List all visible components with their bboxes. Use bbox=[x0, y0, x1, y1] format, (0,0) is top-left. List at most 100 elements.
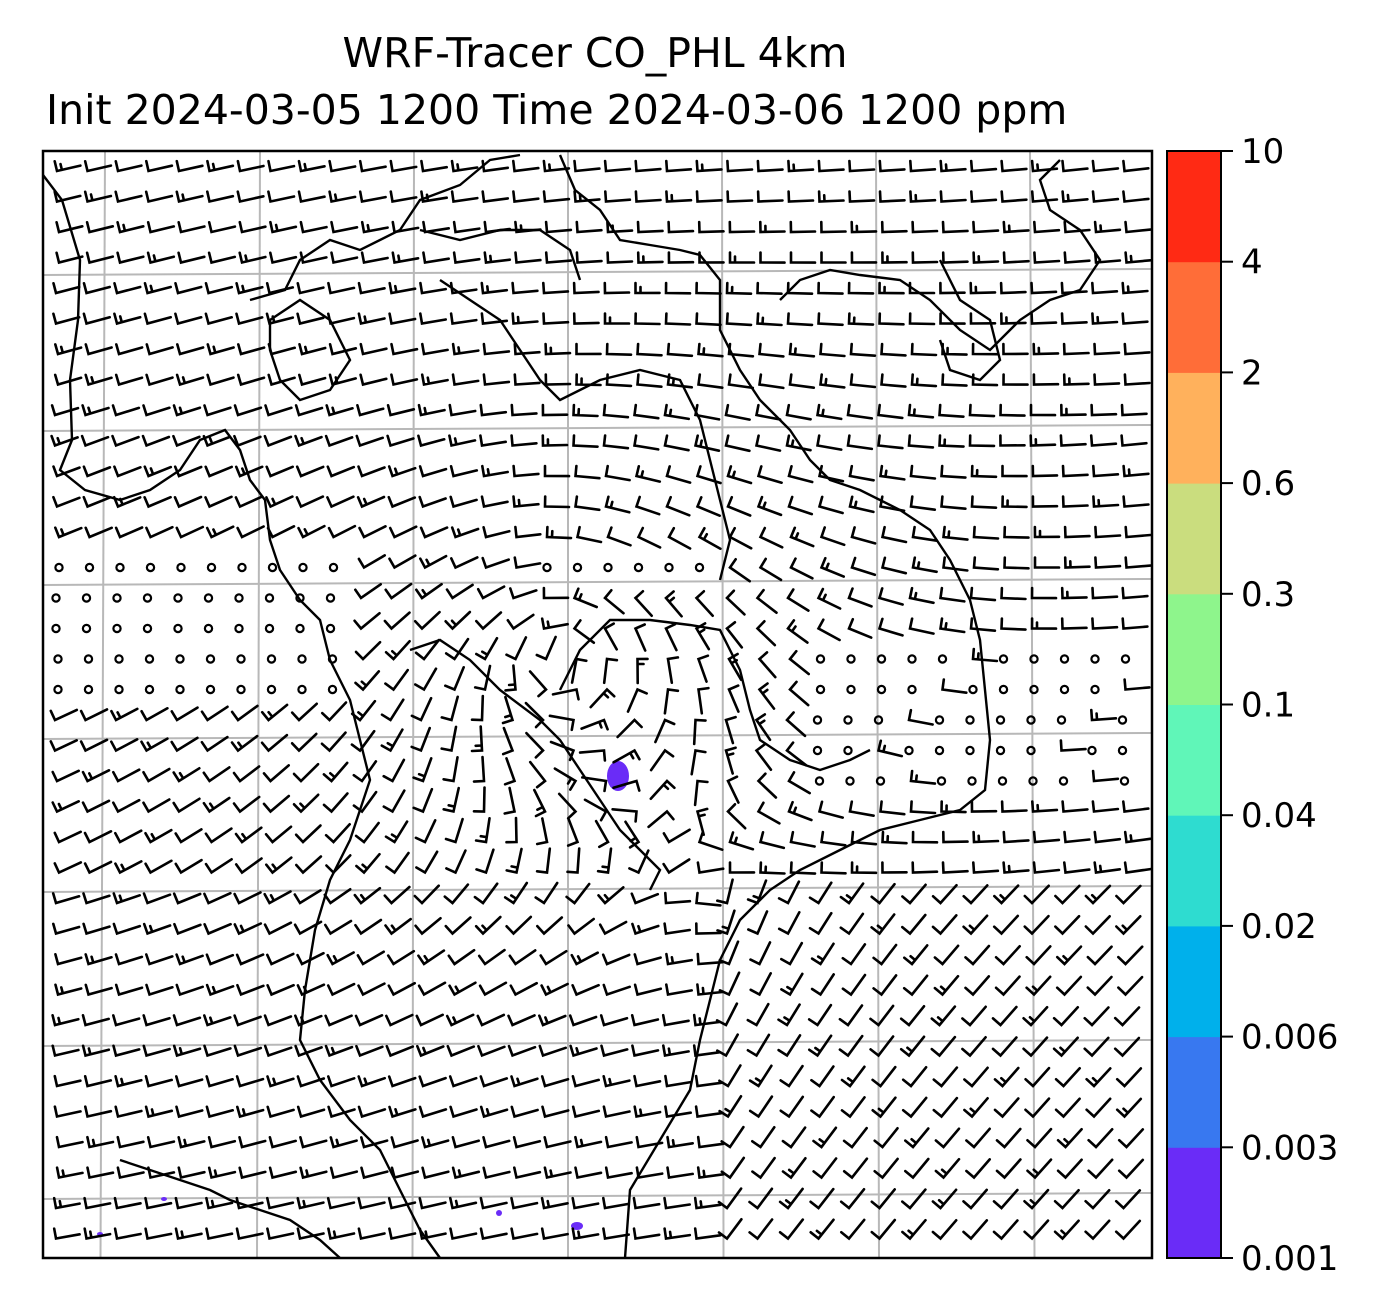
wind-barb bbox=[419, 312, 447, 325]
wind-barb bbox=[787, 771, 811, 795]
wind-barb bbox=[1030, 312, 1058, 325]
wind-barb bbox=[693, 434, 721, 452]
wind-barb bbox=[479, 1227, 508, 1241]
wind-barb bbox=[384, 582, 413, 600]
wind-barb bbox=[82, 922, 111, 936]
wind-barb bbox=[1062, 373, 1090, 386]
wind-barb bbox=[505, 915, 533, 936]
wind-barb bbox=[172, 892, 202, 905]
wind-barb bbox=[81, 799, 111, 814]
wind-barb bbox=[938, 403, 965, 418]
wind-barb bbox=[296, 1197, 325, 1210]
wind-barb bbox=[170, 736, 199, 753]
wind-barb bbox=[353, 611, 381, 631]
wind-barb bbox=[820, 220, 847, 234]
wind-barb bbox=[144, 1227, 173, 1241]
calm-wind-marker bbox=[934, 745, 945, 756]
wind-barb bbox=[611, 808, 638, 823]
wind-barb bbox=[636, 342, 663, 357]
wind-barb bbox=[901, 1218, 927, 1241]
wind-barb bbox=[207, 1166, 237, 1180]
calm-wind-marker bbox=[968, 684, 978, 695]
wind-barb bbox=[382, 789, 406, 814]
wind-barb bbox=[325, 854, 352, 875]
colorbar-ticks: 0.001 0.003 0.006 0.02 0.04 0.1 0.3 0.6 2 4 10 bbox=[1221, 132, 1338, 1279]
wind-barb bbox=[878, 495, 906, 513]
wind-barb bbox=[902, 974, 929, 997]
calm-wind-marker bbox=[814, 776, 825, 786]
wind-barb bbox=[602, 403, 630, 419]
wind-barb bbox=[1000, 586, 1027, 601]
wind-barb bbox=[112, 495, 142, 509]
wind-barb bbox=[85, 221, 115, 234]
wind-barb bbox=[296, 951, 325, 966]
wind-barb bbox=[631, 1044, 660, 1058]
wind-barb bbox=[266, 983, 295, 997]
wind-barb bbox=[386, 404, 416, 417]
wind-barb bbox=[235, 1075, 265, 1088]
wind-barbs bbox=[49, 159, 1152, 1241]
wind-barb bbox=[386, 434, 415, 448]
wind-barb bbox=[207, 221, 237, 234]
wind-barb bbox=[961, 1036, 987, 1058]
wind-barb bbox=[1053, 1188, 1080, 1210]
wind-barb bbox=[962, 884, 989, 905]
wind-barb bbox=[357, 1105, 387, 1119]
wind-barb bbox=[871, 1065, 897, 1088]
wind-barb bbox=[810, 1065, 835, 1088]
wind-barb bbox=[145, 159, 174, 173]
meridian-line bbox=[1029, 150, 1036, 1259]
wind-barb bbox=[1084, 915, 1111, 936]
wind-barb bbox=[114, 1075, 143, 1088]
wind-barb bbox=[748, 1064, 773, 1088]
wind-barb bbox=[606, 220, 634, 234]
wind-barb bbox=[850, 251, 878, 264]
wind-barb bbox=[758, 831, 786, 850]
wind-barb bbox=[1063, 220, 1091, 234]
wind-barb bbox=[203, 922, 232, 936]
tracer-plume-small bbox=[496, 1210, 502, 1216]
wind-barb bbox=[503, 881, 529, 905]
wind-barb bbox=[114, 160, 143, 173]
wind-barb bbox=[204, 282, 234, 295]
wind-barb bbox=[718, 940, 740, 966]
calm-wind-marker bbox=[203, 623, 214, 634]
wind-barb bbox=[263, 890, 292, 905]
wind-barb bbox=[911, 525, 938, 542]
wind-barb bbox=[449, 495, 478, 509]
wind-barb bbox=[841, 973, 867, 997]
wind-barb bbox=[901, 1066, 928, 1088]
wind-barb bbox=[267, 190, 296, 204]
wind-barb bbox=[969, 617, 997, 632]
wind-barb bbox=[1032, 830, 1061, 844]
wind-barb bbox=[939, 281, 966, 295]
wind-barb bbox=[663, 688, 680, 715]
wind-barb bbox=[113, 465, 142, 478]
wind-barb bbox=[354, 640, 382, 661]
wind-barb bbox=[1113, 1006, 1141, 1027]
wind-barb bbox=[450, 159, 479, 173]
wind-barb bbox=[207, 251, 237, 265]
wind-barb bbox=[634, 495, 661, 516]
wind-barb bbox=[664, 312, 692, 326]
wind-barb bbox=[236, 1105, 265, 1119]
wind-barb bbox=[759, 251, 786, 264]
wind-barb bbox=[994, 945, 1021, 966]
wind-barb bbox=[633, 983, 663, 997]
wind-barb bbox=[1061, 190, 1089, 203]
wind-barb bbox=[663, 434, 690, 452]
wind-barb bbox=[86, 1135, 115, 1149]
wind-barb bbox=[174, 858, 203, 875]
wind-barb bbox=[177, 1136, 206, 1149]
wind-barb bbox=[1002, 830, 1030, 844]
wind-barb bbox=[205, 983, 235, 997]
wind-barb bbox=[692, 718, 707, 746]
calm-wind-marker bbox=[846, 684, 856, 695]
wind-barb bbox=[728, 831, 755, 851]
wind-barb bbox=[444, 916, 472, 936]
wind-barb bbox=[718, 1064, 742, 1088]
wind-barb bbox=[234, 495, 264, 509]
wind-barb bbox=[878, 312, 905, 326]
wind-barb bbox=[1030, 586, 1058, 600]
wind-barb bbox=[510, 1227, 539, 1241]
